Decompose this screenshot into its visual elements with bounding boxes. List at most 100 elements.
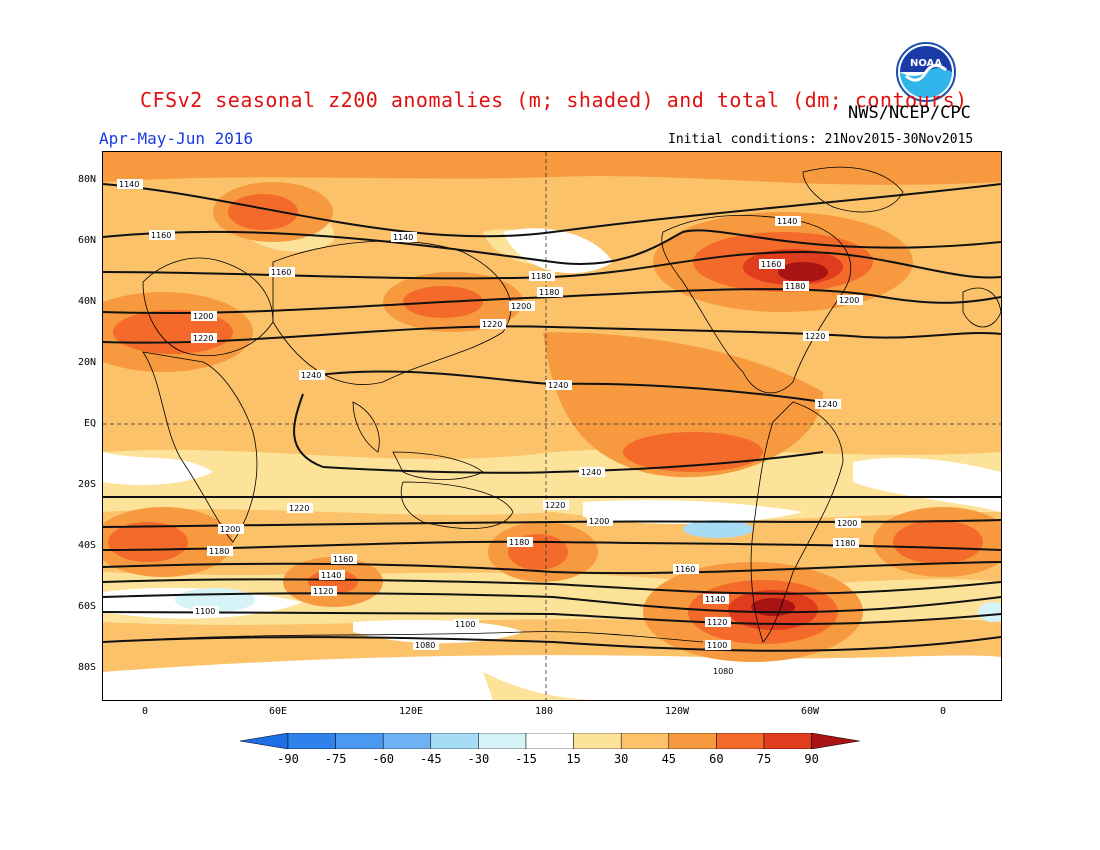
lat-label: 20S <box>77 479 96 490</box>
svg-text:1140: 1140 <box>705 595 725 604</box>
contour-label: 1200 <box>837 295 863 305</box>
contour-label: 1180 <box>833 538 859 548</box>
colorbar-swatch <box>335 732 384 750</box>
contour-label: 1220 <box>543 500 569 510</box>
contour-label: 1160 <box>673 564 699 574</box>
contour-label: 1220 <box>803 331 829 341</box>
svg-text:1200: 1200 <box>511 302 531 311</box>
contour-label-group: 1140 1140 1140 1160 1160 1160 1180 1180 … <box>117 179 863 676</box>
lon-label: 120E <box>398 706 424 717</box>
contour-label: 1160 <box>759 259 785 269</box>
neutral-area <box>503 228 613 274</box>
colorbar-swatch <box>525 732 574 750</box>
svg-text:1180: 1180 <box>539 288 559 297</box>
svg-text:1180: 1180 <box>209 547 229 556</box>
svg-text:1220: 1220 <box>193 334 213 343</box>
contour-label: 1100 <box>193 606 219 616</box>
colorbar-tick-label: -30 <box>467 752 490 766</box>
logo-text: NOAA <box>910 58 942 69</box>
contour-label: 1120 <box>705 617 731 627</box>
lat-label: 40N <box>77 296 96 307</box>
lat-label: EQ <box>83 418 96 429</box>
lat-label: 60S <box>77 601 96 612</box>
svg-text:1200: 1200 <box>220 525 240 534</box>
svg-text:1080: 1080 <box>713 667 733 676</box>
contour-label: 1140 <box>117 179 143 189</box>
contour-label: 1200 <box>509 301 535 311</box>
svg-text:1120: 1120 <box>313 587 333 596</box>
light-anomaly-patch <box>483 672 603 700</box>
colorbar-swatch <box>763 732 812 750</box>
lat-label: 60N <box>77 235 96 246</box>
neutral-area <box>853 457 1001 512</box>
lon-label: 0 <box>939 706 947 717</box>
svg-text:1140: 1140 <box>777 217 797 226</box>
agency-label: NWS/NCEP/CPC <box>848 103 971 123</box>
svg-text:1160: 1160 <box>151 231 171 240</box>
svg-text:1220: 1220 <box>482 320 502 329</box>
contour-label: 1200 <box>587 516 613 526</box>
contour-label: 1100 <box>705 640 731 650</box>
contour-label: 1140 <box>703 594 729 604</box>
colorbar-tick-label: 15 <box>566 752 581 766</box>
contour-label: 1180 <box>207 546 233 556</box>
peak-anomaly <box>751 598 795 616</box>
svg-text:1140: 1140 <box>321 571 341 580</box>
forecast-period: Apr-May-Jun 2016 <box>99 129 254 148</box>
contour-label: 1100 <box>453 619 479 629</box>
peak-anomaly <box>778 262 828 282</box>
contour-label: 1200 <box>835 518 861 528</box>
svg-text:1180: 1180 <box>531 272 551 281</box>
north-anomaly-band <box>103 152 1001 185</box>
svg-text:1140: 1140 <box>119 180 139 189</box>
contour-label: 1160 <box>269 267 295 277</box>
neutral-area <box>103 452 213 485</box>
colorbar-tick-label: -45 <box>419 752 442 766</box>
initial-conditions: Initial conditions: 21Nov2015-30Nov2015 <box>668 132 974 147</box>
contour-label: 1140 <box>775 216 801 226</box>
svg-text:1100: 1100 <box>455 620 475 629</box>
lon-label: 60E <box>268 706 288 717</box>
colorbar-swatch <box>382 732 432 750</box>
negative-anomaly <box>978 602 1001 622</box>
lon-label: 60W <box>800 706 820 717</box>
colorbar-arrow-low <box>239 732 289 750</box>
colorbar-swatch <box>668 732 717 750</box>
lon-label: 0 <box>141 706 149 717</box>
contour-label: 1220 <box>191 333 217 343</box>
colorbar-swatch <box>430 732 479 750</box>
contour-label: 1140 <box>319 570 345 580</box>
lat-label: 40S <box>77 540 96 551</box>
svg-text:1100: 1100 <box>707 641 727 650</box>
strong-anomaly <box>543 332 823 478</box>
contour-label: 1220 <box>287 503 313 513</box>
svg-text:1180: 1180 <box>835 539 855 548</box>
svg-text:1220: 1220 <box>545 501 565 510</box>
colorbar-tick-label: 60 <box>709 752 724 766</box>
noaa-logo: NOAA <box>896 42 956 102</box>
svg-text:1100: 1100 <box>195 607 215 616</box>
colorbar-tick-label: 45 <box>661 752 677 766</box>
colorbar-arrow-high <box>811 732 860 750</box>
colorbar-tick-label: 75 <box>756 752 772 766</box>
contour-label: 1240 <box>815 399 841 409</box>
colorbar-tick-label: 30 <box>613 752 629 766</box>
contour-label: 1240 <box>299 370 325 380</box>
anomaly-map: 1140 1140 1140 1160 1160 1160 1180 1180 … <box>102 151 1002 701</box>
svg-text:1240: 1240 <box>817 400 837 409</box>
svg-text:1160: 1160 <box>333 555 353 564</box>
contour-label: 1080 <box>413 640 439 650</box>
svg-text:1200: 1200 <box>839 296 859 305</box>
svg-text:1160: 1160 <box>761 260 781 269</box>
contour-label: 1180 <box>783 281 809 291</box>
lat-label: 80N <box>77 174 96 185</box>
strong-anomaly <box>108 522 188 562</box>
height-contours <box>103 183 1001 652</box>
colorbar-tick-label: -90 <box>277 752 299 766</box>
svg-text:1240: 1240 <box>301 371 321 380</box>
svg-text:1200: 1200 <box>589 517 609 526</box>
contour-label: 1160 <box>331 554 357 564</box>
contour-label: 1200 <box>218 524 244 534</box>
svg-text:1200: 1200 <box>193 312 213 321</box>
contour-label: 1200 <box>191 311 217 321</box>
